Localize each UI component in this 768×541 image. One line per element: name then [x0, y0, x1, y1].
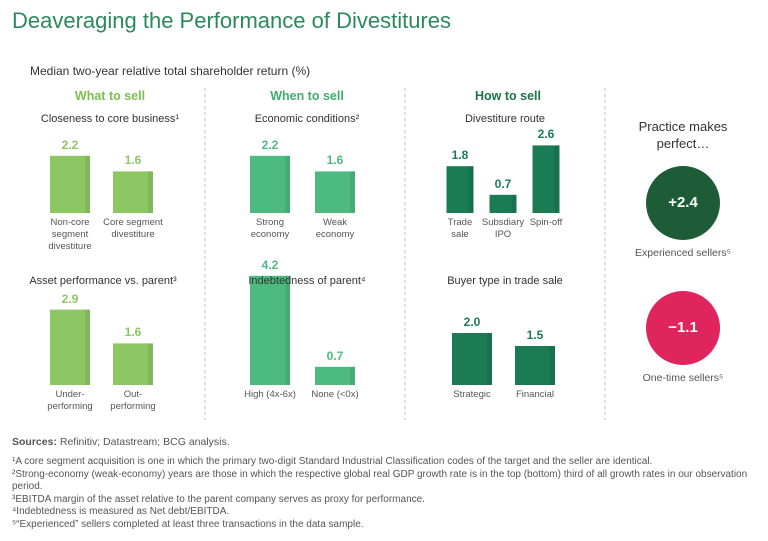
bar	[113, 343, 153, 385]
value-label: 0.7	[326, 348, 344, 363]
value-label: 0.7	[494, 176, 512, 191]
bar-shade	[350, 171, 355, 213]
footnote: ²Strong-economy (weak-economy) years are…	[12, 468, 748, 493]
column-header: When to sell	[270, 89, 344, 103]
category-label: Non-core segment divestiture	[48, 217, 92, 252]
bar	[446, 166, 474, 213]
chart-title: Indebtedness of parent⁴	[248, 275, 366, 287]
footnote: ³EBITDA margin of the asset relative to …	[12, 493, 425, 505]
value-label: 2.9	[61, 291, 79, 306]
bar	[315, 171, 355, 213]
category-label: Weak economy	[315, 217, 355, 240]
bar	[250, 275, 290, 385]
bar	[50, 309, 90, 385]
value-label: 4.2	[261, 257, 279, 272]
chart-title: Closeness to core business¹	[40, 113, 180, 125]
bar	[515, 346, 555, 385]
chart-title: Divestiture route	[464, 113, 546, 125]
value-label: 1.6	[124, 325, 142, 340]
column-header: What to sell	[74, 89, 146, 103]
chart-title: Asset performance vs. parent³	[29, 275, 177, 287]
footnote: ¹A core segment acquisition is one in wh…	[12, 456, 653, 467]
practice-circle	[646, 291, 720, 365]
practice-label: Experienced sellers⁵	[635, 247, 731, 259]
bar	[532, 145, 560, 213]
bar-shade	[350, 366, 355, 385]
value-label: 2.0	[463, 315, 481, 329]
practice-value: +2.4	[668, 194, 698, 211]
bar-shade	[285, 275, 290, 385]
chart-title: Buyer type in trade sale	[447, 275, 563, 287]
bar	[489, 194, 517, 213]
value-label: 2.2	[261, 137, 279, 152]
value-label: 1.6	[326, 153, 344, 168]
value-label: 2.2	[61, 137, 79, 152]
practice-title: Practice makes perfect…	[638, 119, 728, 151]
bar-shade	[468, 166, 474, 213]
bar	[113, 171, 153, 213]
bar-shade	[554, 145, 560, 213]
footnotes: ¹A core segment acquisition is one in wh…	[12, 456, 760, 531]
category-label: High (4x-6x)	[244, 389, 296, 400]
category-label: None (<0x)	[311, 389, 359, 400]
bar-shade	[148, 171, 153, 213]
bar-shade	[85, 309, 90, 385]
bar-shade	[85, 155, 90, 213]
bar	[50, 155, 90, 213]
subtitle: Median two-year relative total sharehold…	[30, 64, 311, 78]
bar	[250, 155, 290, 213]
page-title: Deaveraging the Performance of Divestitu…	[12, 8, 451, 33]
bar-shade	[511, 194, 517, 213]
category-label: Under-performing	[47, 389, 93, 412]
category-label: Trade sale	[447, 217, 473, 240]
footnote: ⁴Indebtedness is measured as Net debt/EB…	[12, 506, 230, 517]
practice-circle	[646, 166, 720, 240]
category-label: Subsdiary IPO	[481, 217, 525, 240]
footnote: ⁵“Experienced” sellers completed at leas…	[12, 518, 364, 530]
practice-value: −1.1	[668, 319, 698, 336]
bar	[315, 366, 355, 385]
bar-shade	[487, 333, 492, 385]
column-header: How to sell	[475, 89, 541, 103]
sources-label: Sources:	[12, 436, 57, 448]
category-label: Financial	[515, 389, 555, 400]
chart-title: Economic conditions²	[254, 113, 360, 125]
bar	[452, 333, 492, 385]
category-label: Spin-off	[529, 217, 563, 228]
category-label: Out-performing	[110, 389, 156, 412]
value-label: 1.8	[451, 148, 469, 163]
category-label: Strong economy	[250, 217, 290, 240]
sources-text: Refinitiv; Datastream; BCG analysis.	[59, 436, 230, 448]
bar-shade	[550, 346, 555, 385]
bar-shade	[285, 155, 290, 213]
bar-shade	[148, 343, 153, 385]
sources: Sources: Refinitiv; Datastream; BCG anal…	[12, 436, 230, 448]
value-label: 2.6	[537, 127, 555, 142]
category-label: Core segment divestiture	[103, 217, 163, 240]
value-label: 1.5	[526, 328, 544, 342]
value-label: 1.6	[124, 153, 142, 168]
practice-label: One-time sellers⁵	[642, 372, 724, 384]
category-label: Strategic	[453, 389, 491, 400]
